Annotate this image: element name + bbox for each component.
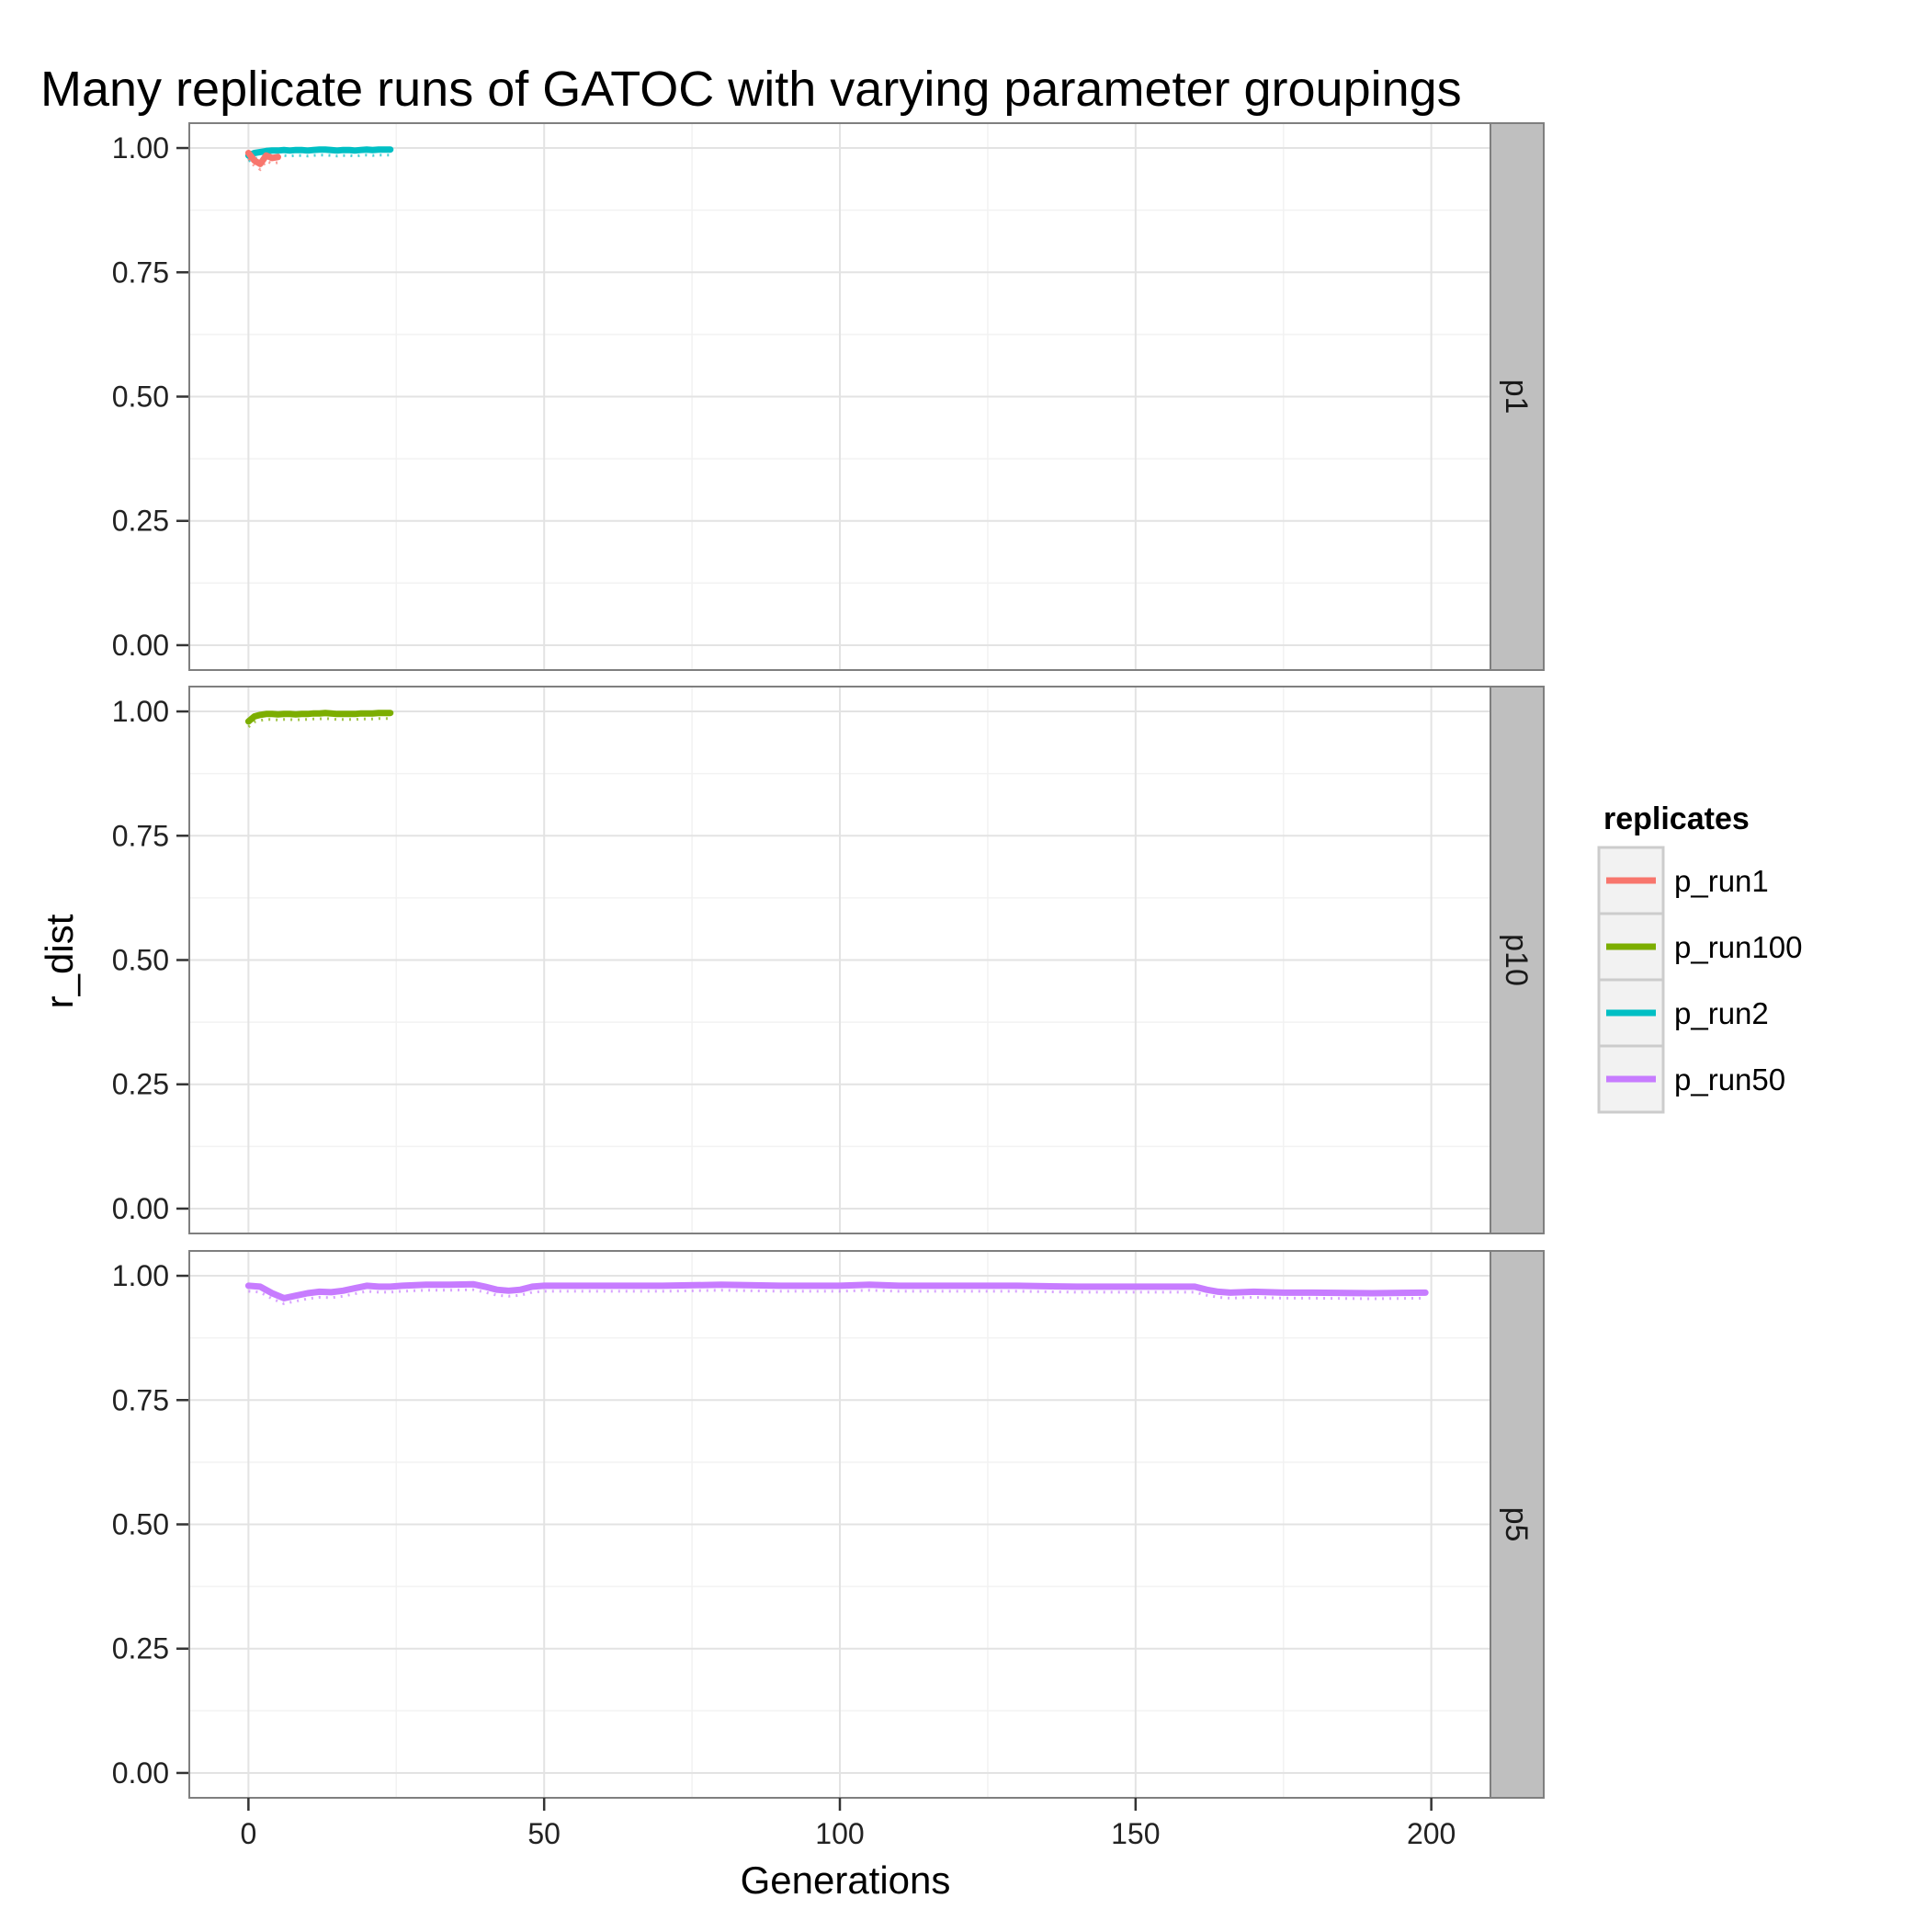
facet-strip-label: p1 <box>1499 380 1534 415</box>
legend-label: p_run50 <box>1674 1063 1785 1097</box>
series-spread-p_run1 <box>247 157 278 172</box>
panel-p1: 0.00 0.25 0.50 0.75 1.00 p1 <box>112 122 1545 671</box>
legend-item-p_run2: p_run2 <box>1597 978 1769 1048</box>
panel-p5: 0.00 0.25 0.50 0.75 1.00 p5 <box>112 1250 1545 1799</box>
series-line-p_run2 <box>244 146 394 159</box>
y-tick-label: 0.25 <box>112 1632 169 1665</box>
facet-strip-label: p5 <box>1499 1507 1534 1542</box>
facet-strip <box>1490 686 1545 1234</box>
chart-title: Many replicate runs of GATOC with varyin… <box>40 62 1462 117</box>
x-tick-label: 0 <box>240 1817 256 1850</box>
x-axis: 0 50 100 150 200 <box>240 1798 1456 1850</box>
y-tick-label: 0.00 <box>112 629 169 662</box>
legend-label: p_run2 <box>1674 996 1769 1030</box>
facet-panels: 0.00 0.25 0.50 0.75 1.00 p1 0.00 0.25 0.50 0.75 1.… <box>112 122 1545 1799</box>
x-axis-title: Generations <box>741 1858 951 1902</box>
y-tick-label: 0.50 <box>112 1508 169 1541</box>
x-tick-label: 200 <box>1407 1817 1456 1850</box>
y-tick-label: 0.25 <box>112 505 169 538</box>
y-axis-title: r_dist <box>38 914 81 1008</box>
facet-strip <box>1490 122 1545 671</box>
legend-item-p_run1: p_run1 <box>1597 846 1769 915</box>
series-line-p_run50 <box>244 1280 1429 1301</box>
panel-p10: 0.00 0.25 0.50 0.75 1.00 p10 <box>112 686 1545 1234</box>
series-spread-p_run2 <box>247 153 391 163</box>
y-tick-label: 0.75 <box>112 256 169 289</box>
x-tick-label: 150 <box>1111 1817 1160 1850</box>
y-tick-label: 1.00 <box>112 695 169 728</box>
facet-strip <box>1490 1250 1545 1799</box>
legend-label: p_run100 <box>1674 930 1802 964</box>
y-tick-label: 0.50 <box>112 944 169 977</box>
y-tick-label: 0.00 <box>112 1192 169 1225</box>
x-tick-label: 100 <box>815 1817 864 1850</box>
legend-item-p_run50: p_run50 <box>1597 1044 1785 1114</box>
y-tick-label: 1.00 <box>112 131 169 165</box>
legend-label: p_run1 <box>1674 864 1769 898</box>
y-tick-label: 0.00 <box>112 1756 169 1790</box>
legend: replicates p_run1 p_run100 p_run2 p_run50 <box>1597 801 1802 1114</box>
series-line-p_run1 <box>244 150 281 167</box>
y-tick-label: 0.75 <box>112 819 169 852</box>
y-tick-label: 0.75 <box>112 1383 169 1416</box>
legend-item-p_run100: p_run100 <box>1597 912 1802 982</box>
legend-title: replicates <box>1603 801 1750 836</box>
y-tick-label: 0.25 <box>112 1068 169 1101</box>
series-line-p_run100 <box>244 710 394 725</box>
x-tick-label: 50 <box>527 1817 561 1850</box>
y-tick-label: 0.50 <box>112 381 169 414</box>
y-tick-label: 1.00 <box>112 1259 169 1292</box>
facet-strip-label: p10 <box>1499 934 1534 986</box>
